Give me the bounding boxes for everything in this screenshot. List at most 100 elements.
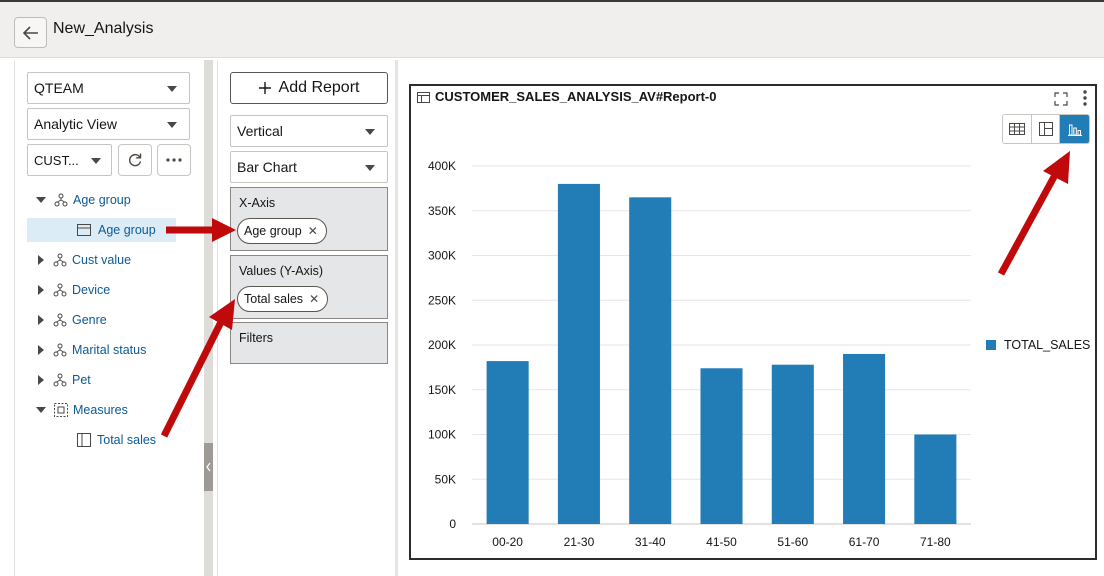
table-view-button[interactable] [1003, 115, 1032, 143]
y-tick-label: 400K [428, 159, 456, 173]
source-select-value: CUST... [34, 152, 79, 168]
chart-view-button[interactable] [1060, 115, 1089, 143]
bar [914, 434, 957, 524]
remove-icon[interactable]: ✕ [307, 224, 318, 238]
chart-type-select[interactable]: Bar Chart [230, 151, 388, 183]
orientation-select[interactable]: Vertical [230, 115, 388, 147]
tree-item-age-group[interactable]: Age group [36, 188, 131, 212]
expand-toggle-icon[interactable] [38, 255, 44, 265]
source-type-select[interactable]: Analytic View [27, 108, 190, 140]
tree-item-label: Age group [73, 193, 131, 207]
expand-toggle-icon[interactable] [36, 407, 46, 413]
chevron-down-icon [91, 158, 101, 164]
view-toggle [1002, 114, 1090, 144]
expand-toggle-icon[interactable] [38, 315, 44, 325]
chevron-down-icon [167, 122, 177, 128]
y-tick-label: 100K [428, 428, 456, 442]
x-axis-chip[interactable]: Age group ✕ [237, 218, 327, 244]
kebab-menu-icon[interactable] [1083, 89, 1087, 107]
remove-icon[interactable]: ✕ [309, 292, 320, 306]
y-tick-label: 250K [428, 293, 456, 307]
measures-icon [54, 403, 68, 417]
table-icon [1008, 123, 1025, 135]
y-tick-label: 150K [428, 383, 456, 397]
y-tick-label: 50K [435, 472, 456, 486]
level-icon [77, 224, 91, 236]
fullscreen-icon[interactable] [1054, 92, 1068, 106]
add-report-button[interactable]: Add Report [230, 72, 388, 104]
bar [843, 353, 886, 524]
tree-item-label: Marital status [72, 343, 147, 357]
report-icon [417, 92, 430, 103]
tree-item-total-sales[interactable]: Total sales [77, 428, 156, 452]
bar [557, 183, 600, 524]
hierarchy-icon [54, 193, 68, 207]
panel-splitter[interactable] [204, 60, 213, 576]
expand-toggle-icon[interactable] [38, 375, 44, 385]
hierarchy-icon [53, 253, 67, 267]
values-label: Values (Y-Axis) [239, 264, 324, 278]
filters-label: Filters [239, 331, 274, 345]
refresh-icon [129, 153, 142, 167]
expand-toggle-icon[interactable] [38, 345, 44, 355]
hierarchy-icon [53, 343, 67, 357]
source-type-value: Analytic View [34, 116, 118, 132]
x-tick-label: 41-50 [706, 535, 737, 549]
tree-item-cust-value[interactable]: Cust value [38, 248, 131, 272]
values-chip[interactable]: Total sales ✕ [237, 286, 329, 312]
page-title: New_Analysis [53, 20, 154, 37]
orientation-value: Vertical [237, 123, 283, 139]
bar [771, 364, 814, 524]
bar [486, 361, 529, 524]
pivot-view-button[interactable] [1031, 115, 1061, 143]
x-tick-label: 21-30 [564, 535, 595, 549]
hierarchy-icon [53, 283, 67, 297]
splitter-handle[interactable] [204, 443, 213, 491]
bar-chart: 0 50K 100K 150K 200K 250K 300K 350K 400K 00-20 21-… [428, 159, 971, 549]
report-card: CUSTOMER_SALES_ANALYSIS_AV#Report-0 [409, 84, 1097, 560]
divider [395, 60, 398, 576]
back-button[interactable] [14, 17, 47, 48]
bar [700, 368, 743, 524]
more-options-button[interactable] [157, 144, 191, 176]
add-report-label: Add Report [278, 79, 360, 96]
refresh-button[interactable] [118, 144, 152, 176]
values-drop-zone[interactable]: Values (Y-Axis) Total sales ✕ [230, 255, 388, 319]
tree-item-device[interactable]: Device [38, 278, 110, 302]
arrow-left-icon [22, 25, 38, 40]
source-select[interactable]: CUST... [27, 144, 112, 176]
tree-item-label: Cust value [72, 253, 132, 267]
tree-item-pet[interactable]: Pet [38, 368, 91, 392]
pivot-icon [1038, 122, 1053, 136]
x-tick-label: 51-60 [777, 535, 808, 549]
more-horizontal-icon [166, 158, 182, 162]
y-tick-label: 0 [449, 517, 456, 531]
divider [217, 60, 218, 576]
chart-type-value: Bar Chart [237, 159, 297, 175]
x-axis-drop-zone[interactable]: X-Axis Age group ✕ [230, 187, 388, 251]
bar-chart-icon [1067, 124, 1082, 136]
y-tick-label: 200K [428, 338, 456, 352]
chevron-down-icon [365, 129, 375, 135]
top-bar: New_Analysis [0, 0, 1104, 58]
x-tick-label: 61-70 [849, 535, 880, 549]
plus-icon [258, 82, 271, 94]
tree-item-marital-status[interactable]: Marital status [38, 338, 146, 362]
y-tick-label: 300K [428, 249, 456, 263]
schema-select[interactable]: QTEAM [27, 72, 190, 104]
measure-icon [77, 433, 91, 447]
tree-item-label: Age group [98, 223, 156, 237]
expand-toggle-icon[interactable] [36, 197, 46, 203]
schema-select-value: QTEAM [34, 80, 84, 96]
x-tick-label: 71-80 [920, 535, 951, 549]
filters-drop-zone[interactable]: Filters [230, 322, 388, 364]
tree-item-label: Measures [73, 403, 128, 417]
tree-item-age-group-level[interactable]: Age group [27, 218, 176, 242]
tree-item-measures[interactable]: Measures [36, 398, 128, 422]
hierarchy-icon [53, 373, 67, 387]
legend-swatch [986, 340, 996, 350]
x-axis-label: X-Axis [239, 196, 276, 210]
hierarchy-icon [53, 313, 67, 327]
expand-toggle-icon[interactable] [38, 285, 44, 295]
tree-item-genre[interactable]: Genre [38, 308, 107, 332]
